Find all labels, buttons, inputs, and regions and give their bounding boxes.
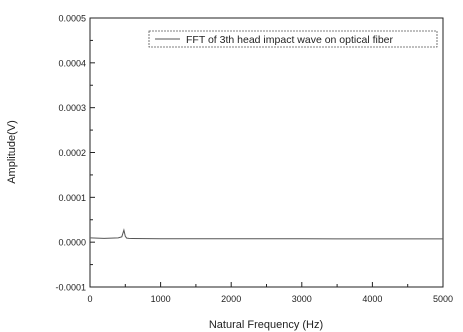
x-tick-label: 1000 [151,294,171,304]
y-tick-label: 0.0000 [58,238,86,248]
y-tick-label: 0.0001 [58,193,86,203]
y-axis-label: Amplitude(V) [6,120,18,184]
x-tick-label: 5000 [433,294,453,304]
y-tick-label: -0.0001 [55,283,86,293]
x-tick-label: 4000 [362,294,382,304]
legend: FFT of 3th head impact wave on optical f… [148,30,438,48]
y-tick-label: 0.0003 [58,103,86,113]
x-tick-label: 2000 [221,294,241,304]
x-axis-ticks: 0 1000 2000 3000 4000 5000 [87,282,453,304]
x-axis-label: Natural Frequency (Hz) [209,319,323,331]
y-axis-ticks: -0.0001 0.0000 0.0001 0.0002 0.0003 0.0004 0.0… [55,14,95,293]
plot-frame [89,17,444,288]
legend-box [148,30,438,48]
legend-label: FFT of 3th head impact wave on optical f… [186,34,393,46]
y-tick-label: 0.0004 [58,58,86,68]
series-line [90,228,443,240]
y-tick-label: 0.0002 [58,148,86,158]
x-tick-label: 0 [87,294,92,304]
x-tick-label: 3000 [292,294,312,304]
y-tick-label: 0.0005 [58,14,86,24]
